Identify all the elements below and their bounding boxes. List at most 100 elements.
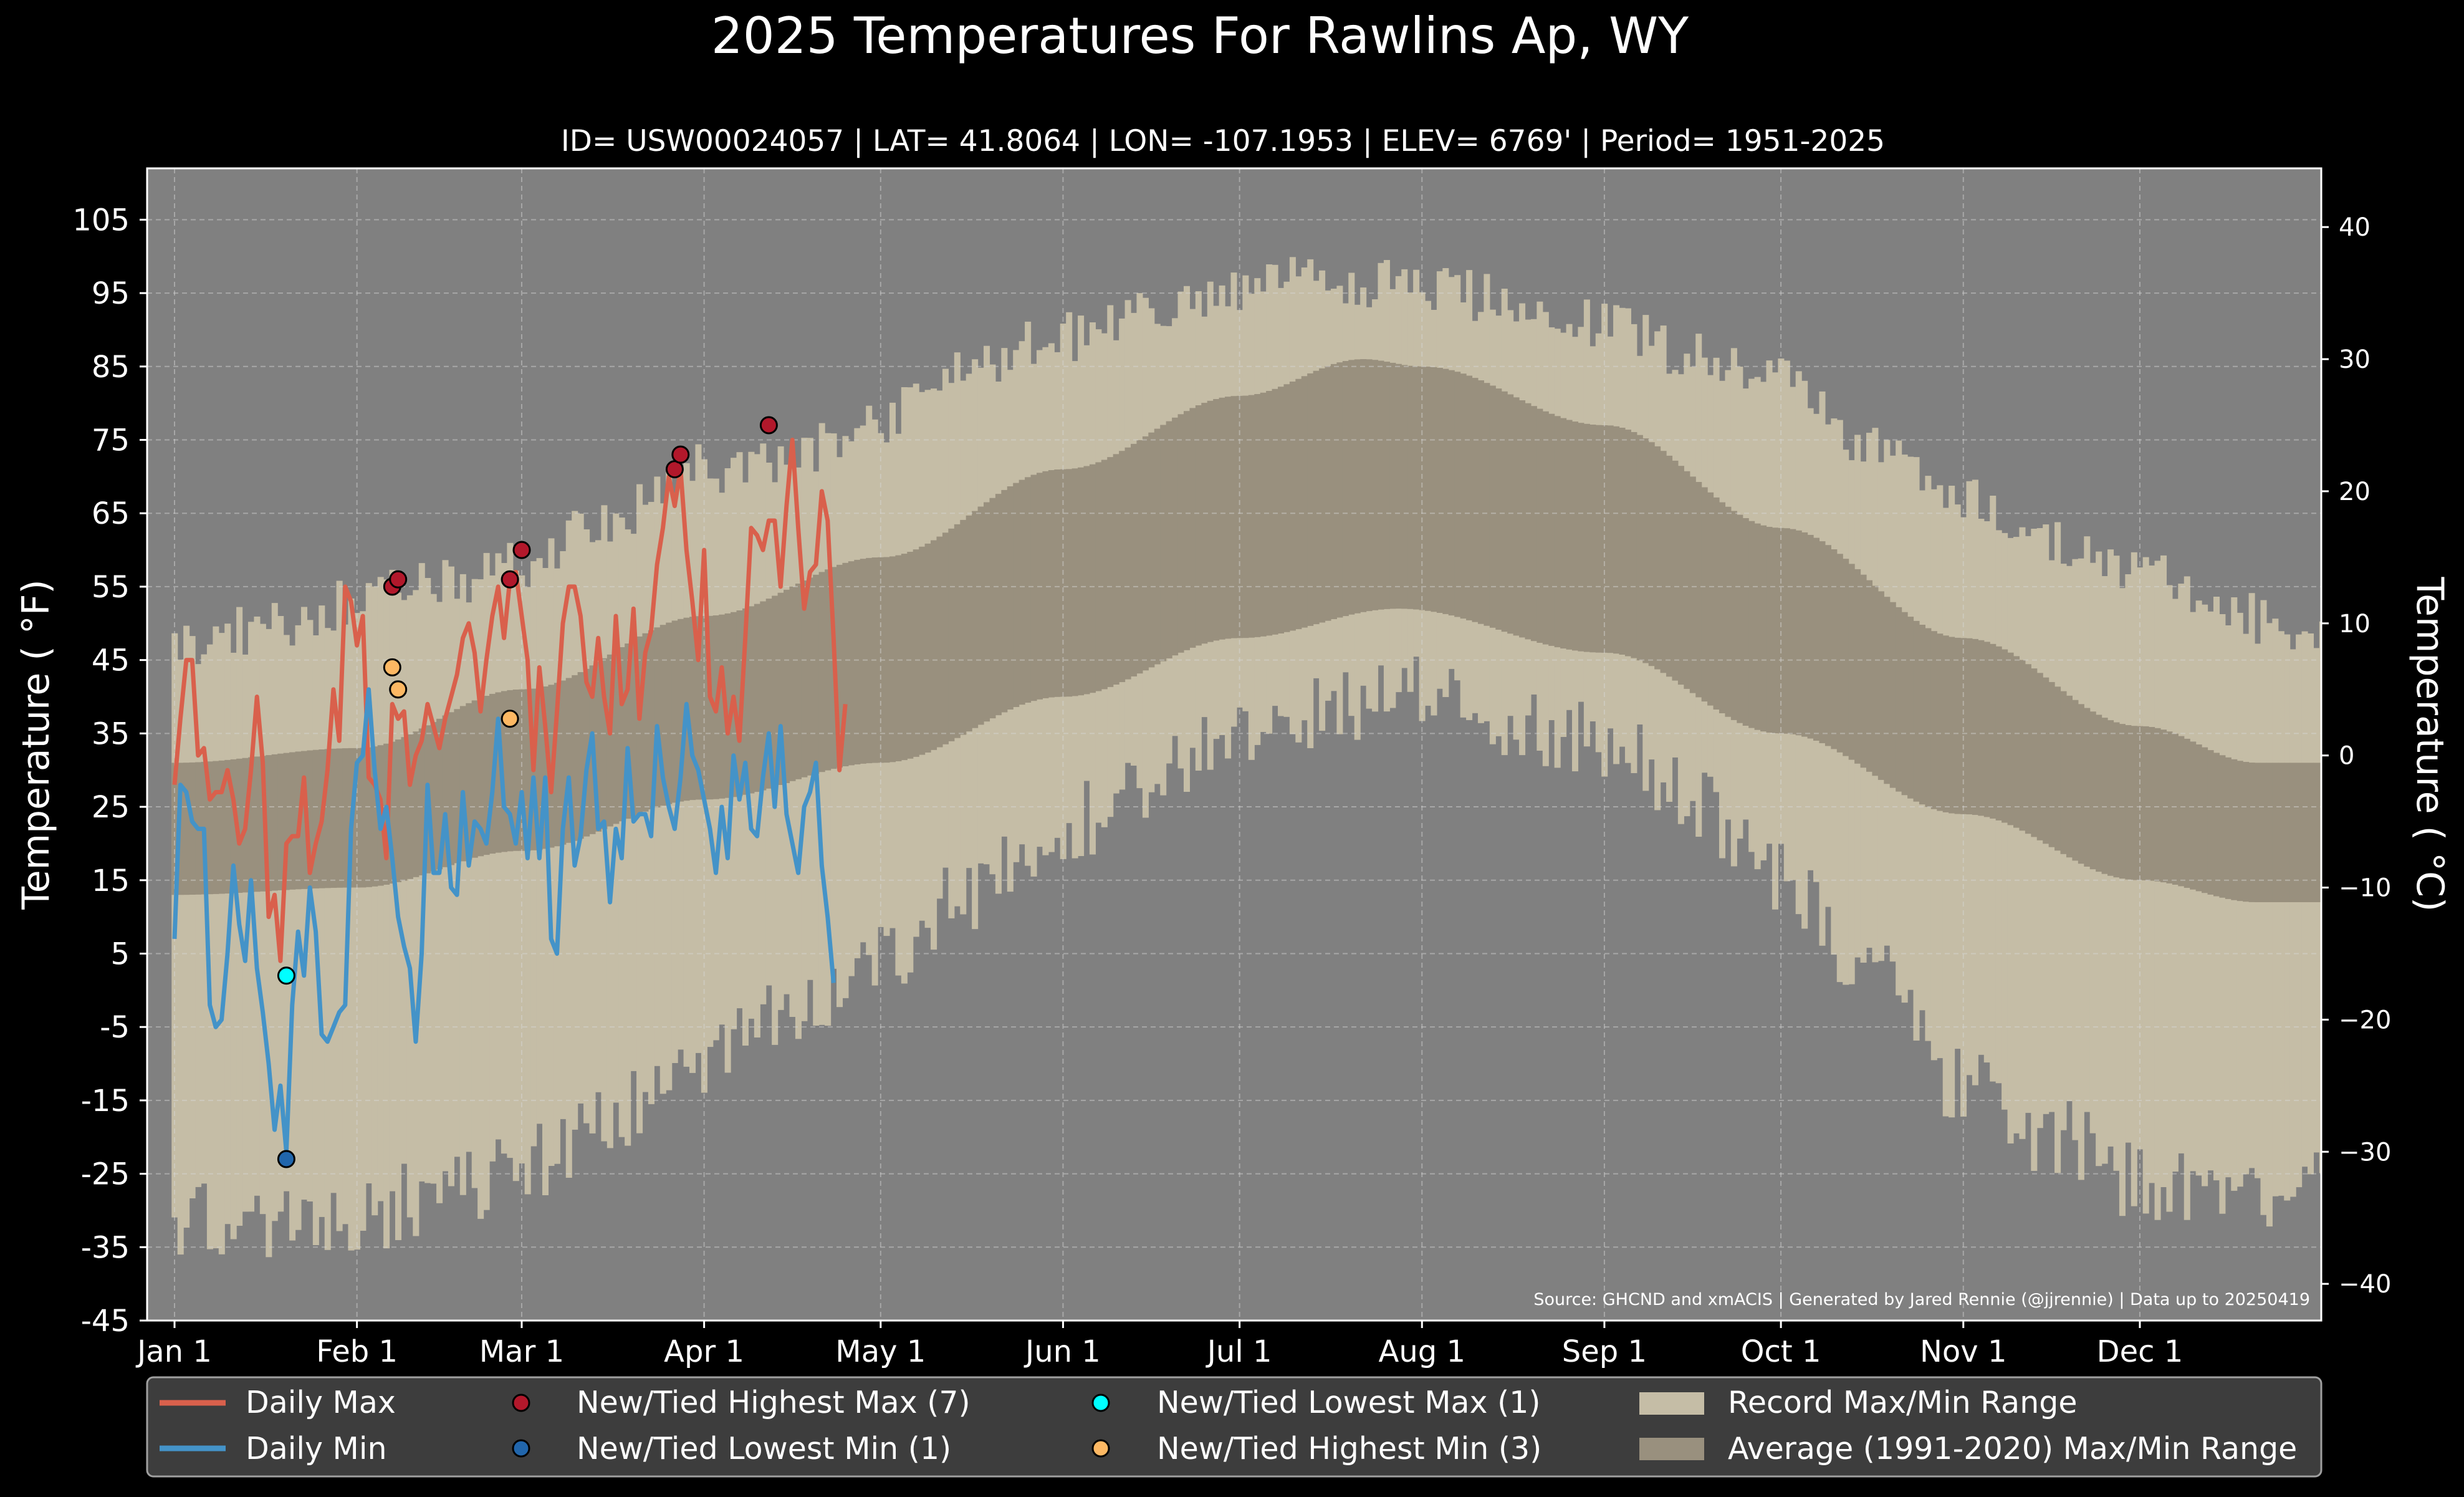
average-range-bar [1025,477,1032,703]
record-range-bar [548,538,555,1166]
x-tick-label: Jan 1 [135,1334,212,1369]
average-range-bar [1990,643,1997,819]
x-tick-label: Apr 1 [664,1334,744,1369]
record-range-bar [2031,529,2038,1171]
x-tick-label: Sep 1 [1562,1334,1647,1369]
average-range-bar [2184,738,2190,888]
average-range-bar [724,613,731,798]
average-range-bar [1836,554,1843,753]
y-tick-label: -45 [81,1304,130,1339]
record-range-bar [336,580,343,1231]
average-range-bar [2089,711,2096,870]
average-range-bar [2001,649,2008,823]
average-range-bar [1884,597,1891,784]
average-range-bar [1942,635,1949,812]
average-range-bar [454,709,461,864]
average-range-bar [1342,361,1349,617]
average-range-bar [1613,426,1620,654]
average-range-bar [1896,607,1902,792]
average-range-bar [1619,428,1626,655]
average-range-bar [1001,489,1008,713]
average-range-bar [560,680,567,845]
legend-lowest-max-label: New/Tied Lowest Max (1) [1157,1385,1541,1420]
average-range-bar [565,678,572,843]
average-range-bar [507,690,514,852]
average-range-bar [2149,727,2155,881]
average-range-bar [1007,486,1014,710]
average-range-bar [2137,726,2144,880]
average-range-bar [848,561,855,766]
average-range-bar [395,739,402,882]
average-range-bar [2178,736,2185,887]
average-range-bar [2260,763,2267,902]
average-range-bar [2219,755,2226,898]
average-range-bar [1119,451,1126,682]
legend-lowest-min-marker [512,1439,530,1458]
average-range-bar [1219,397,1225,640]
average-range-bar [907,552,914,759]
average-range-bar [1860,574,1867,768]
y-right-tick-label: 20 [2339,478,2371,506]
average-range-bar [1778,527,1785,734]
average-range-bar [1495,388,1502,630]
average-range-bar [1454,372,1461,617]
average-range-bar [1848,564,1855,760]
average-range-bar [583,668,590,837]
average-range-bar [1448,370,1455,616]
y-right-tick-label: −30 [2339,1138,2391,1167]
average-range-bar [895,555,902,761]
average-range-bar [2072,700,2079,861]
record-range-bar [2019,527,2026,1139]
record-range-bar [372,586,378,1216]
average-range-bar [1019,479,1025,705]
y-axis-label-left: Temperature ( °F) [14,579,58,910]
average-range-bar [919,546,926,755]
record-marker-highest-max [389,570,408,589]
average-range-bar [1854,569,1861,764]
record-range-bar [565,520,572,1178]
average-range-bar [2278,763,2284,902]
average-range-bar [330,748,337,888]
average-range-bar [1754,523,1761,730]
average-range-bar [1060,469,1067,697]
average-range-bar [777,592,784,785]
average-range-bar [1530,406,1537,642]
record-range-bar [283,635,290,1191]
average-range-bar [1160,425,1167,662]
average-range-bar [2060,691,2067,854]
average-range-bar [989,498,996,719]
average-range-bar [1801,532,1808,737]
record-range-bar [466,602,472,1152]
record-range-bar [383,579,390,1249]
y-right-tick-label: 10 [2339,610,2371,638]
average-range-bar [1095,462,1102,691]
average-range-bar [312,749,319,888]
record-range-bar [2202,604,2208,1187]
average-range-bar [1701,487,1708,702]
record-range-bar [589,542,596,1134]
legend-lowest-min-label: New/Tied Lowest Min (1) [577,1431,951,1466]
record-range-bar [554,568,560,1164]
average-range-bar [1719,502,1726,713]
average-range-bar [1360,359,1367,612]
average-range-bar [2248,763,2255,902]
average-range-bar [1866,580,1873,772]
record-range-bar [377,577,384,1201]
average-range-bar [1925,628,1932,807]
average-range-bar [866,557,873,764]
record-marker-highest-max [501,570,519,589]
record-range-bar [2284,634,2291,1201]
record-range-bar [1960,517,1967,1117]
record-range-bar [353,613,360,1250]
legend-lowest-max-marker [1091,1394,1110,1412]
average-range-bar [719,614,726,799]
average-range-bar [666,622,673,804]
average-range-bar [1071,468,1078,696]
average-range-bar [1907,617,1914,799]
average-range-bar [931,540,937,750]
record-range-bar [501,563,507,1154]
average-range-bar [2195,744,2202,892]
average-range-bar [795,584,802,779]
average-range-bar [2284,763,2291,902]
average-range-bar [236,758,243,893]
